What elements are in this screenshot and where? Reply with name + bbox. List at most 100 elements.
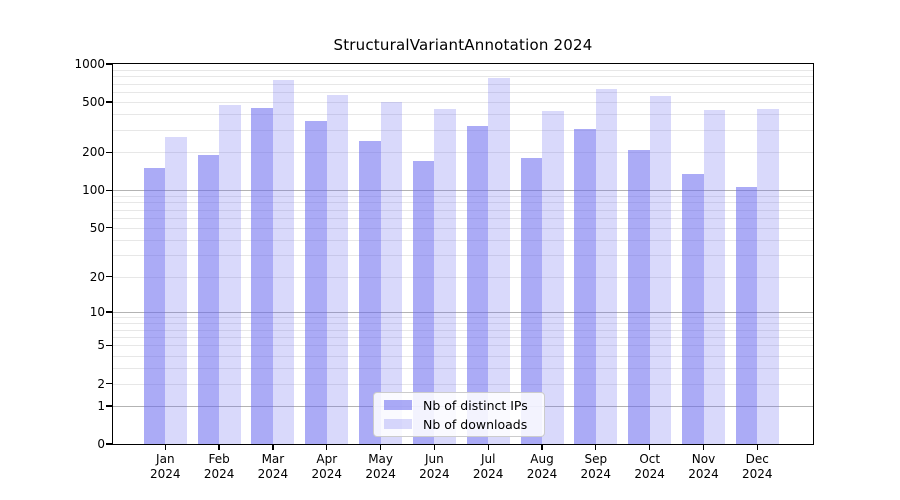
bar-downloads — [380, 102, 403, 444]
gridline-minor — [113, 355, 813, 357]
y-tick-label: 100 — [82, 183, 105, 198]
gridline-major — [113, 312, 813, 314]
bar-downloads — [595, 88, 618, 444]
legend: Nb of distinct IPs Nb of downloads — [373, 392, 545, 437]
y-tick — [106, 443, 113, 445]
bar-downloads — [165, 136, 187, 444]
legend-item-distinct-ips: Nb of distinct IPs — [384, 398, 544, 413]
x-tick — [595, 444, 597, 450]
legend-swatch-distinct-ips — [384, 400, 412, 410]
legend-item-downloads: Nb of downloads — [384, 417, 544, 432]
y-tick — [106, 189, 113, 191]
gridline-minor — [113, 383, 813, 385]
bar-distinct-ips — [305, 120, 327, 444]
bar-distinct-ips — [574, 129, 596, 444]
x-tick-label: Jan 2024 — [150, 452, 181, 481]
y-tick — [106, 311, 113, 313]
y-tick-label: 1 — [97, 398, 105, 413]
grid-layer — [113, 64, 813, 444]
x-tick — [541, 444, 543, 450]
y-tick-label: 5 — [97, 338, 105, 353]
bar-distinct-ips — [520, 158, 542, 444]
x-tick — [164, 444, 166, 450]
bar-downloads — [542, 111, 564, 444]
gridline-minor — [113, 239, 813, 241]
gridline-minor — [113, 329, 813, 331]
x-tick-label: Mar 2024 — [257, 452, 289, 481]
bar-distinct-ips — [735, 187, 758, 444]
bar-distinct-ips — [628, 149, 650, 444]
y-tick — [106, 63, 113, 65]
gridline-minor — [113, 69, 813, 71]
bar-distinct-ips — [466, 125, 489, 444]
y-tick — [106, 101, 113, 103]
bar-distinct-ips — [251, 107, 273, 444]
y-tick-label: 0 — [97, 437, 105, 451]
bars-layer — [113, 64, 813, 444]
gridline-minor — [113, 227, 813, 229]
x-tick — [487, 444, 489, 450]
gridline-minor — [113, 152, 813, 154]
y-tick — [106, 227, 113, 229]
y-tick-label: 200 — [82, 145, 105, 160]
gridline-minor — [113, 76, 813, 78]
x-tick — [702, 444, 705, 450]
x-tick-label: Sep 2024 — [580, 452, 612, 481]
gridline-major — [113, 190, 813, 192]
gridline-minor — [113, 255, 813, 257]
x-tick-label: Feb 2024 — [203, 452, 235, 481]
bar-distinct-ips — [143, 168, 166, 444]
gridline-minor — [113, 92, 813, 94]
y-tick — [106, 151, 113, 153]
y-tick-label: 10 — [89, 305, 105, 320]
gridline-minor — [113, 209, 813, 211]
gridline-minor — [113, 202, 813, 204]
legend-label-downloads: Nb of downloads — [423, 416, 528, 432]
x-tick — [433, 444, 436, 450]
y-tick-label: 2 — [97, 376, 105, 391]
x-tick-label: Aug 2024 — [526, 452, 558, 481]
x-tick — [756, 444, 758, 450]
plot-area: Nb of distinct IPs Nb of downloads — [112, 63, 814, 445]
legend-swatch-downloads — [384, 419, 412, 429]
gridline-minor — [113, 114, 813, 116]
chart-title: StructuralVariantAnnotation 2024 — [333, 36, 593, 54]
bar-distinct-ips — [412, 161, 435, 444]
y-tick-label: 500 — [82, 95, 105, 110]
legend-label-distinct-ips: Nb of distinct IPs — [423, 397, 528, 413]
x-tick — [218, 444, 220, 450]
x-tick — [326, 444, 328, 450]
bar-downloads — [434, 109, 456, 444]
x-tick — [272, 444, 274, 450]
bar-distinct-ips — [359, 141, 381, 444]
x-tick-label: Jul 2024 — [472, 452, 504, 481]
bar-downloads — [488, 78, 510, 444]
x-tick-label: Nov 2024 — [688, 452, 719, 481]
bar-downloads — [219, 104, 241, 444]
y-tick-label: 50 — [89, 220, 105, 235]
gridline-minor — [113, 367, 813, 369]
gridline-minor — [113, 102, 813, 104]
x-tick-label: May 2024 — [365, 452, 396, 481]
bar-downloads — [649, 96, 672, 444]
x-tick — [649, 444, 651, 450]
gridline-minor — [113, 276, 813, 278]
bar-distinct-ips — [682, 173, 704, 444]
x-tick-label: Apr 2024 — [311, 452, 343, 481]
gridline-minor — [113, 130, 813, 132]
x-tick-label: Oct 2024 — [634, 452, 665, 481]
gridline-minor — [113, 345, 813, 347]
gridline-minor — [113, 337, 813, 338]
x-tick-label: Jun 2024 — [419, 452, 450, 481]
gridline-minor — [113, 323, 813, 325]
x-tick — [379, 444, 382, 450]
bar-downloads — [757, 109, 779, 444]
y-tick — [106, 344, 113, 347]
y-tick-label: 1000 — [74, 57, 105, 71]
y-tick — [106, 405, 113, 407]
y-tick-label: 20 — [89, 269, 105, 284]
gridline-minor — [113, 195, 813, 197]
gridline-minor — [113, 83, 813, 85]
bar-downloads — [703, 110, 725, 444]
